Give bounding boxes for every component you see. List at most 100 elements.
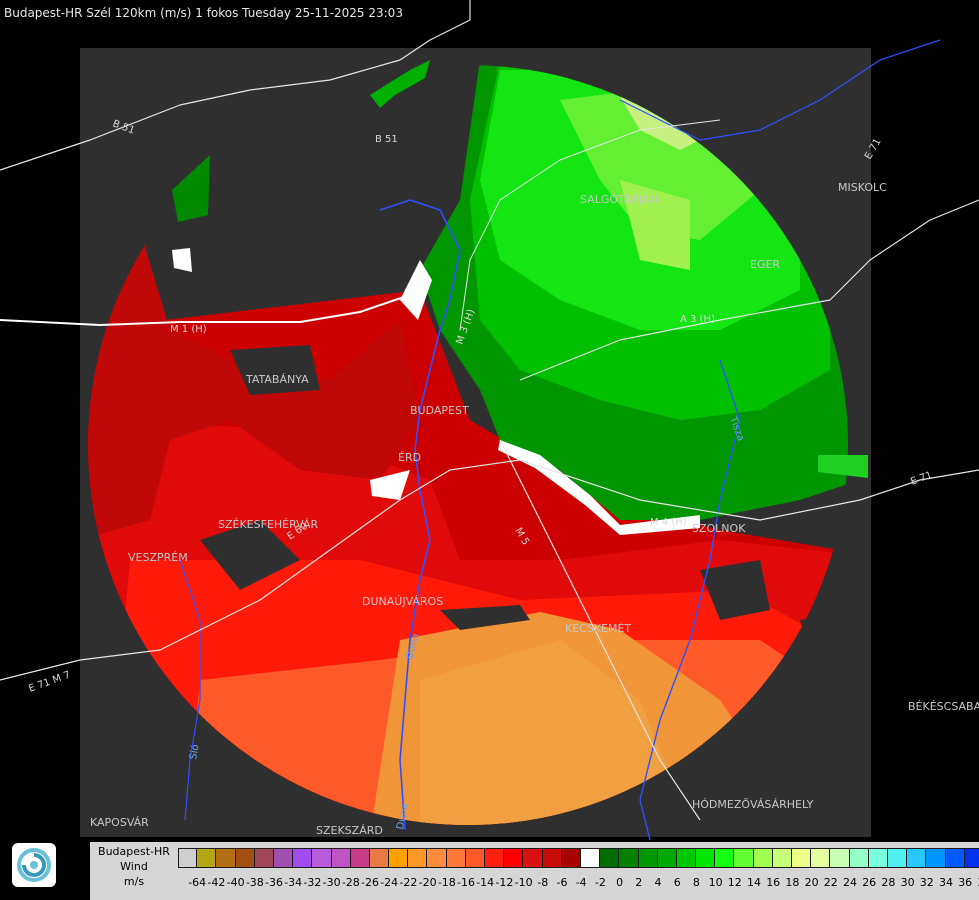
legend-tick-label: 32: [919, 876, 934, 889]
legend-tick-label: -36: [265, 876, 283, 889]
legend-swatch: [945, 848, 965, 868]
legend-tick-label: 2: [635, 876, 643, 889]
legend-swatch: [235, 848, 255, 868]
legend-tick-label: 12: [727, 876, 742, 889]
legend-tick-label: -24: [380, 876, 399, 889]
echo-green-east: [818, 455, 868, 478]
river-label-sio: Sió: [187, 743, 201, 760]
legend-swatch: [504, 848, 524, 868]
legend-tick-label: -40: [226, 876, 245, 889]
legend-tick-label: 10: [708, 876, 723, 889]
city-label-dunaujvaros: DUNAÚJVÁROS: [362, 595, 443, 608]
legend-swatch: [772, 848, 792, 868]
legend-tick-label: -32: [303, 876, 322, 889]
legend-swatch: [753, 848, 773, 868]
legend-swatch: [293, 848, 313, 868]
legend-tick-label: -26: [361, 876, 379, 889]
legend-swatch: [485, 848, 505, 868]
legend-tick-label: -28: [341, 876, 360, 889]
legend-tick-label: -16: [457, 876, 475, 889]
legend-tick-label: -42: [207, 876, 226, 889]
legend-tick-label: -12: [495, 876, 514, 889]
legend-tick-label: -34: [284, 876, 303, 889]
legend-swatch: [331, 848, 351, 868]
legend-tick-label: -38: [245, 876, 264, 889]
legend-swatch: [849, 848, 869, 868]
legend-swatch: [792, 848, 812, 868]
legend-tick-label: -22: [399, 876, 418, 889]
legend-swatch: [178, 848, 198, 868]
legend-tick-label: 6: [673, 876, 681, 889]
legend-tick-label: 22: [823, 876, 838, 889]
echo-green-north: [370, 60, 430, 108]
city-label-erd: ÉRD: [398, 451, 421, 464]
legend-swatch: [657, 848, 677, 868]
legend-swatch: [676, 848, 697, 868]
legend-tick-label: 0: [616, 876, 624, 889]
legend-swatch: [830, 848, 850, 868]
legend-swatch: [350, 848, 370, 868]
legend-swatch: [926, 848, 946, 868]
road-label-a3: A 3 (H): [680, 314, 715, 325]
legend-tick-label: 34: [939, 876, 953, 889]
river-label-duna-south: Duna: [395, 802, 410, 830]
legend-swatch: [887, 848, 908, 868]
legend-tick-label: 38: [977, 876, 979, 889]
legend-swatch: [561, 848, 581, 868]
legend-tick-label: 28: [881, 876, 896, 889]
map-boundaries: [0, 0, 979, 841]
legend-swatch: [734, 848, 754, 868]
legend-tick-label: 18: [785, 876, 800, 889]
legend-swatch: [465, 848, 485, 868]
legend-swatch: [408, 848, 428, 868]
legend-swatch: [811, 848, 831, 868]
city-label-hodmezovasarhely: HÓDMEZŐVÁSÁRHELY: [692, 797, 814, 811]
legend-swatch: [542, 848, 562, 868]
city-label-budapest: BUDAPEST: [410, 404, 469, 417]
city-label-salgotarjan: SALGÓTARJÁN: [580, 193, 658, 206]
road-label-m4: M 4 (H): [650, 517, 687, 528]
legend-swatch: [273, 848, 294, 868]
legend-swatch: [907, 848, 927, 868]
legend-title: Budapest-HR Wind m/s: [90, 844, 178, 889]
map-title: Budapest-HR Szél 120km (m/s) 1 fokos Tue…: [4, 6, 403, 20]
legend-tick-label: 24: [843, 876, 857, 889]
city-label-szekszard: SZEKSZÁRD: [316, 824, 383, 837]
legend-swatch: [696, 848, 716, 868]
city-label-tatabanya: TATABÁNYA: [245, 373, 309, 386]
service-logo: [12, 843, 56, 887]
legend-swatch: [312, 848, 332, 868]
legend-tick-label: 20: [804, 876, 819, 889]
city-label-szekesfehervar: SZÉKESFEHÉRVÁR: [218, 518, 319, 531]
city-label-kaposvar: KAPOSVÁR: [90, 816, 149, 829]
legend-swatch: [964, 848, 979, 868]
legend-swatch: [600, 848, 620, 868]
road-label-b51-east: B 51: [375, 134, 398, 145]
legend-swatch: [446, 848, 466, 868]
legend-tick-label: 16: [766, 876, 781, 889]
city-label-miskolc: MISKOLC: [838, 181, 887, 194]
color-legend: Budapest-HR Wind m/s -64 -42 -40 -38 -36 -34-…: [90, 842, 979, 900]
legend-title-line: Budapest-HR: [98, 845, 170, 858]
legend-swatch: [715, 848, 735, 868]
legend-swatch: [427, 848, 447, 868]
legend-swatch: [389, 848, 409, 868]
legend-tick-label: 26: [862, 876, 877, 889]
city-label-kecskemet: KECSKEMÉT: [565, 622, 631, 635]
legend-swatch: [216, 848, 236, 868]
legend-tick-label: 36: [958, 876, 973, 889]
legend-swatch: [369, 848, 390, 868]
echo-white-west: [172, 248, 192, 272]
legend-tick-label: -20: [418, 876, 437, 889]
legend-swatch: [638, 848, 658, 868]
legend-swatch: [868, 848, 888, 868]
legend-tick-label: -2: [594, 876, 606, 889]
road-label-m1: M 1 (H): [170, 324, 207, 335]
legend-swatch: [580, 848, 601, 868]
legend-swatch: [523, 848, 543, 868]
legend-swatch: [254, 848, 274, 868]
legend-tick-label: -18: [437, 876, 456, 889]
legend-tick-label: -30: [322, 876, 341, 889]
legend-tick-label: -8: [537, 876, 549, 889]
